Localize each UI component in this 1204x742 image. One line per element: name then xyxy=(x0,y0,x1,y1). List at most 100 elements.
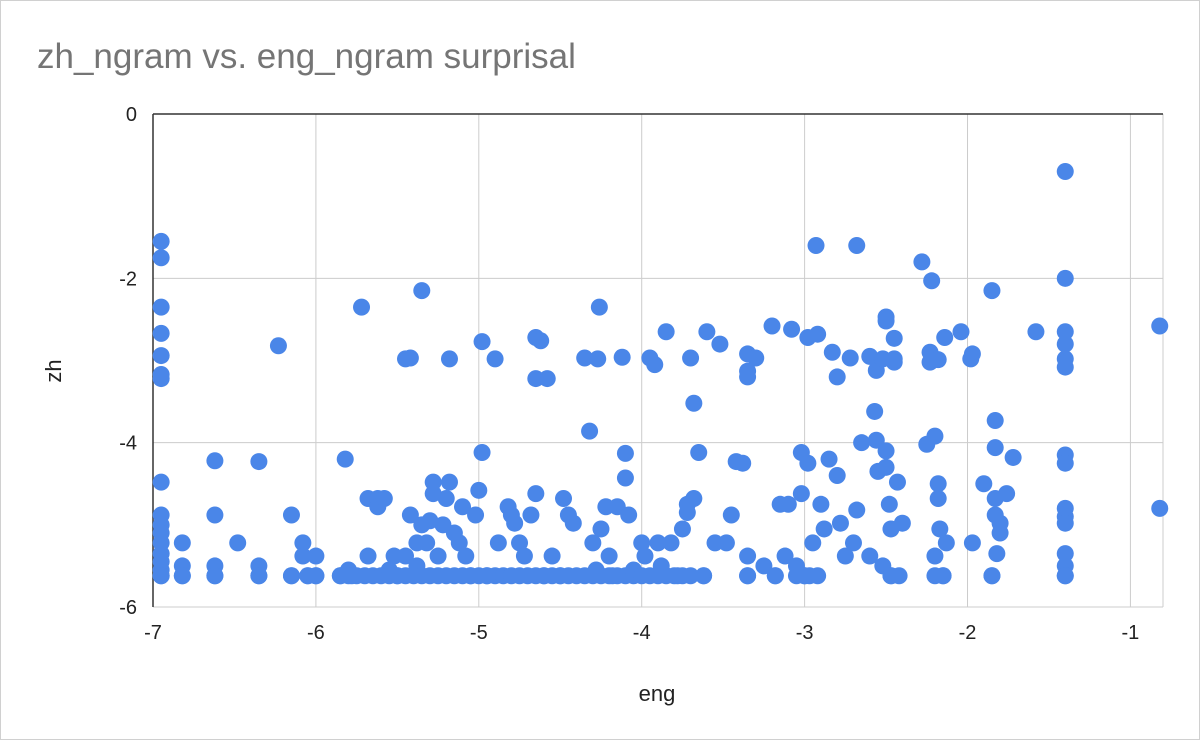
scatter-point xyxy=(206,567,224,585)
scatter-point xyxy=(877,458,895,476)
scatter-point xyxy=(1056,163,1074,181)
scatter-point xyxy=(486,350,504,368)
scatter-point xyxy=(543,547,561,565)
scatter-point xyxy=(600,547,618,565)
scatter-point xyxy=(831,514,849,532)
scatter-point xyxy=(792,485,810,503)
scatter-point xyxy=(173,534,191,552)
scatter-point xyxy=(695,567,713,585)
scatter-point xyxy=(1056,567,1074,585)
scatter-point xyxy=(511,534,529,552)
scatter-point xyxy=(457,547,475,565)
scatter-point xyxy=(515,547,533,565)
scatter-point xyxy=(809,567,827,585)
scatter-point xyxy=(375,490,393,508)
scatter-point xyxy=(934,567,952,585)
scatter-point xyxy=(250,453,268,471)
scatter-point xyxy=(885,329,903,347)
scatter-point xyxy=(991,524,1009,542)
x-tick-label: -1 xyxy=(1122,622,1140,644)
scatter-point xyxy=(584,534,602,552)
scatter-point xyxy=(937,534,955,552)
x-tick-label: -3 xyxy=(796,622,814,644)
y-axis-label: zh xyxy=(41,359,66,382)
scatter-point xyxy=(269,337,287,355)
scatter-point xyxy=(1056,358,1074,376)
scatter-point xyxy=(890,567,908,585)
scatter-point xyxy=(678,504,696,522)
scatter-point xyxy=(538,370,556,388)
scatter-point xyxy=(812,495,830,513)
scatter-point xyxy=(581,422,599,440)
y-tick-label: -4 xyxy=(119,433,137,455)
scatter-point xyxy=(532,332,550,350)
scatter-point xyxy=(473,444,491,462)
scatter-point xyxy=(685,394,703,412)
scatter-point xyxy=(877,442,895,460)
scatter-point xyxy=(1056,454,1074,472)
scatter-point xyxy=(809,325,827,343)
scatter-point xyxy=(576,349,594,367)
scatter-point xyxy=(229,534,247,552)
scatter-point xyxy=(470,481,488,499)
scatter-point xyxy=(662,534,680,552)
scatter-point xyxy=(421,512,439,530)
scatter-point xyxy=(722,506,740,524)
data-points xyxy=(152,163,1169,585)
scatter-point xyxy=(173,567,191,585)
scatter-point xyxy=(506,514,524,532)
scatter-point xyxy=(885,353,903,371)
scatter-point xyxy=(844,534,862,552)
scatter-point xyxy=(963,534,981,552)
scatter-point xyxy=(437,490,455,508)
scatter-point xyxy=(682,567,700,585)
scatter-point xyxy=(152,324,170,342)
scatter-point xyxy=(657,323,675,341)
scatter-point xyxy=(739,567,757,585)
tick-labels: -7 -6 -5 -4 -3 -2 -1 0 -2 -4 -6 xyxy=(119,104,1139,644)
scatter-point xyxy=(646,356,664,374)
scatter-point xyxy=(633,534,651,552)
scatter-point xyxy=(636,547,654,565)
scatter-point xyxy=(755,557,773,575)
scatter-point xyxy=(294,547,312,565)
scatter-point xyxy=(936,328,954,346)
scatter-point xyxy=(963,345,981,363)
scatter-point xyxy=(929,490,947,508)
scatter-point xyxy=(913,253,931,271)
scatter-point xyxy=(473,333,491,351)
scatter-point xyxy=(401,349,419,367)
scatter-point xyxy=(454,498,472,516)
scatter-point xyxy=(877,312,895,330)
scatter-point xyxy=(429,547,447,565)
scatter-point xyxy=(986,411,1004,429)
scatter-point xyxy=(401,506,419,524)
scatter-point xyxy=(866,402,884,420)
scatter-point xyxy=(418,534,436,552)
scatter-point xyxy=(734,454,752,472)
scatter-point xyxy=(779,495,797,513)
scatter-point xyxy=(799,454,817,472)
x-tick-label: -4 xyxy=(633,622,651,644)
scatter-point xyxy=(804,534,822,552)
scatter-point xyxy=(1151,317,1169,335)
scatter-point xyxy=(841,349,859,367)
scatter-point xyxy=(294,534,312,552)
scatter-point xyxy=(616,444,634,462)
scatter-point xyxy=(739,547,757,565)
scatter-point xyxy=(152,567,170,585)
scatter-point xyxy=(307,547,325,565)
scatter-point xyxy=(880,495,898,513)
y-tick-label: 0 xyxy=(126,104,137,126)
scatter-point xyxy=(152,232,170,250)
scatter-point xyxy=(739,368,757,386)
scatter-point xyxy=(998,485,1016,503)
scatter-point xyxy=(649,534,667,552)
scatter-point xyxy=(206,506,224,524)
scatter-point xyxy=(848,501,866,519)
y-tick-label: -6 xyxy=(119,597,137,619)
scatter-point xyxy=(440,350,458,368)
scatter-point xyxy=(1151,499,1169,517)
scatter-point xyxy=(1056,335,1074,353)
